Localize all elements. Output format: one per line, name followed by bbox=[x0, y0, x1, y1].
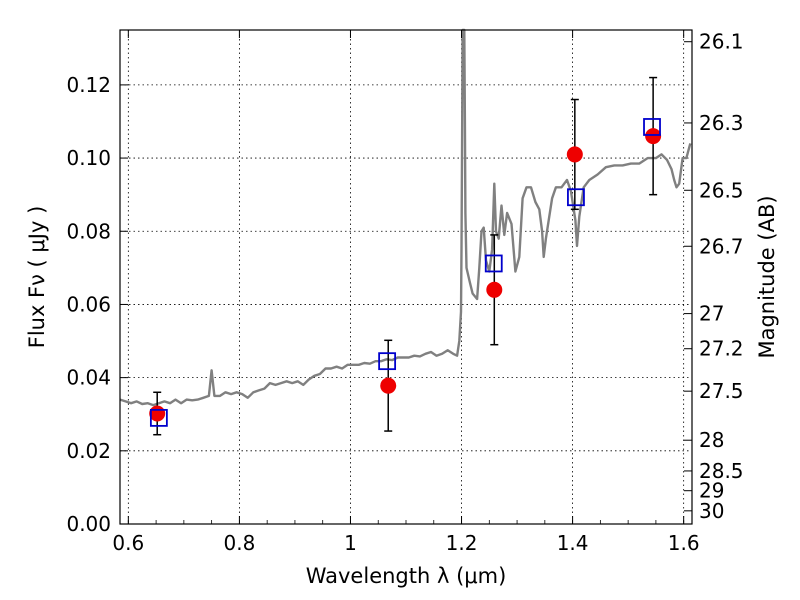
y-tick-label: 0.00 bbox=[66, 512, 111, 536]
y2-tick-label: 26.7 bbox=[699, 234, 744, 258]
plot-frame bbox=[119, 29, 693, 525]
y2-tick-label: 29 bbox=[699, 479, 724, 503]
model-point bbox=[567, 188, 585, 207]
observed-point bbox=[486, 281, 503, 298]
observed-point bbox=[566, 146, 583, 163]
y2-tick-label: 27.5 bbox=[699, 379, 744, 403]
y-tick-label: 0.08 bbox=[66, 219, 111, 243]
x-tick-label: 1 bbox=[344, 531, 357, 555]
x-axis-title: Wavelength λ (μm) bbox=[306, 564, 507, 588]
model-point bbox=[149, 408, 168, 427]
spectrum-line bbox=[119, 28, 692, 407]
model-point bbox=[484, 254, 503, 273]
x-tick-label: 1.2 bbox=[446, 531, 478, 555]
y-tick-label: 0.04 bbox=[66, 366, 111, 390]
y-tick-label: 0.06 bbox=[66, 292, 111, 316]
y2-tick-label: 27 bbox=[699, 302, 724, 326]
y-tick-label: 0.12 bbox=[66, 73, 111, 97]
observed-point bbox=[380, 377, 397, 394]
y2-tick-label: 27.2 bbox=[699, 337, 744, 361]
x-tick-label: 1.4 bbox=[557, 531, 589, 555]
y-tick-label: 0.02 bbox=[66, 439, 111, 463]
x-tick-label: 1.6 bbox=[668, 531, 700, 555]
model-point bbox=[378, 352, 397, 371]
x-tick-label: 0.6 bbox=[112, 531, 144, 555]
tick-layer: 0.6 0.8 1 1.2 1.4 1.6 0.00 0.02 0.04 0.06 0.08 0.10… bbox=[66, 30, 743, 555]
x-tick-label: 0.8 bbox=[223, 531, 255, 555]
observed-point bbox=[149, 405, 166, 422]
y-axis-title: Flux Fν ( μJy ) bbox=[25, 206, 49, 349]
y-tick-label: 0.10 bbox=[66, 146, 111, 170]
y2-axis-title: Magnitude (AB) bbox=[755, 195, 779, 358]
observed-point bbox=[645, 128, 662, 145]
grid-layer bbox=[120, 30, 692, 525]
y2-tick-label: 30 bbox=[699, 499, 724, 523]
model-point bbox=[643, 118, 661, 136]
y2-tick-label: 28.5 bbox=[699, 459, 744, 483]
y2-tick-label: 28 bbox=[699, 428, 724, 452]
y2-tick-label: 26.5 bbox=[699, 178, 744, 202]
y2-tick-label: 26.3 bbox=[699, 111, 744, 135]
marker-layer bbox=[149, 76, 662, 436]
spectrum-layer bbox=[119, 28, 692, 407]
y2-tick-label: 26.1 bbox=[699, 30, 744, 54]
